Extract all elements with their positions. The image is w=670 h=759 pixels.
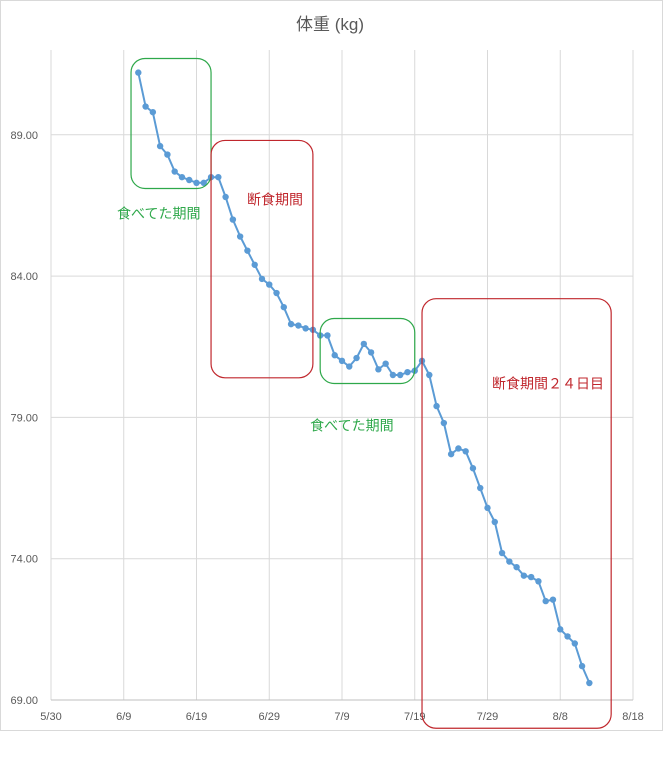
x-axis-ticks: 5/30 6/9 6/19 6/29 7/9 7/19 7/29 8/8 8/18 [40, 711, 643, 723]
data-point [447, 450, 455, 458]
data-point [244, 247, 251, 254]
data-point [367, 349, 375, 356]
data-point [258, 275, 266, 283]
data-point [557, 626, 564, 633]
chart-border [0, 0, 663, 731]
x-tick-label: 5/30 [40, 711, 61, 723]
gridlines [50, 50, 634, 700]
data-point [135, 69, 142, 76]
y-tick-label: 84.00 [10, 271, 38, 283]
x-tick-label: 8/8 [553, 711, 568, 723]
x-tick-label: 7/9 [334, 711, 349, 723]
data-point [527, 573, 535, 581]
annotation-box [421, 298, 612, 729]
y-tick-label: 74.00 [10, 554, 38, 566]
annotation-box [319, 317, 416, 385]
data-point [295, 322, 302, 329]
data-point [280, 303, 287, 311]
x-tick-label: 6/9 [116, 711, 131, 723]
data-point [491, 518, 498, 526]
data-point [382, 360, 389, 367]
x-tick-label: 7/29 [477, 711, 498, 723]
x-tick-label: 6/19 [186, 711, 207, 723]
annotation-label: 食べてた期間 [310, 417, 393, 433]
weight-series-points [135, 69, 593, 687]
data-point [338, 357, 346, 365]
data-point [440, 419, 448, 427]
data-point [586, 679, 593, 687]
data-point [426, 371, 433, 379]
data-point [266, 281, 273, 288]
data-point [542, 597, 549, 605]
data-point [142, 103, 149, 110]
data-point [186, 176, 193, 184]
data-point [353, 354, 360, 362]
data-point [346, 363, 353, 370]
data-point [578, 662, 586, 670]
y-tick-label: 89.00 [10, 130, 38, 142]
data-point [520, 572, 528, 579]
data-point [564, 633, 571, 640]
data-point [360, 340, 368, 348]
data-point [287, 320, 295, 328]
data-point [251, 261, 258, 268]
data-point [397, 371, 404, 379]
x-tick-label: 8/18 [622, 711, 643, 723]
data-point [215, 173, 222, 181]
data-point [571, 640, 578, 647]
data-point [222, 193, 229, 201]
data-point [273, 289, 280, 297]
data-point [236, 233, 244, 240]
data-point [324, 332, 331, 339]
annotation-label: 食べてた期間 [117, 205, 200, 221]
data-point [178, 173, 186, 181]
annotation-label: 断食期間２４日目 [492, 376, 604, 392]
data-point [498, 549, 506, 557]
data-point [389, 371, 397, 379]
y-tick-label: 79.00 [10, 412, 38, 424]
y-tick-label: 69.00 [10, 695, 38, 707]
data-point [477, 484, 484, 492]
data-point [404, 368, 411, 376]
x-tick-label: 7/19 [404, 711, 425, 723]
data-point [535, 578, 542, 585]
data-point [455, 445, 462, 452]
data-point [375, 366, 382, 373]
data-point [164, 151, 171, 158]
chart-title: 体重 (kg) [296, 15, 364, 34]
data-point [513, 563, 520, 571]
data-point [171, 168, 178, 175]
annotation-label: 断食期間 [247, 191, 303, 207]
data-point [462, 448, 469, 455]
data-point [302, 325, 309, 332]
y-axis-ticks: 69.00 74.00 79.00 84.00 89.00 [10, 130, 38, 707]
data-point [506, 558, 513, 565]
x-tick-label: 6/29 [259, 711, 280, 723]
data-point [433, 402, 440, 410]
data-point [331, 352, 338, 359]
data-point [200, 179, 207, 187]
data-point [484, 504, 491, 512]
annotation-box [210, 139, 314, 379]
data-point [149, 108, 157, 116]
annotation-box [130, 57, 212, 190]
data-point [229, 216, 237, 223]
data-point [193, 179, 200, 187]
data-point [469, 465, 477, 472]
data-point [549, 596, 557, 603]
data-point [156, 142, 164, 150]
